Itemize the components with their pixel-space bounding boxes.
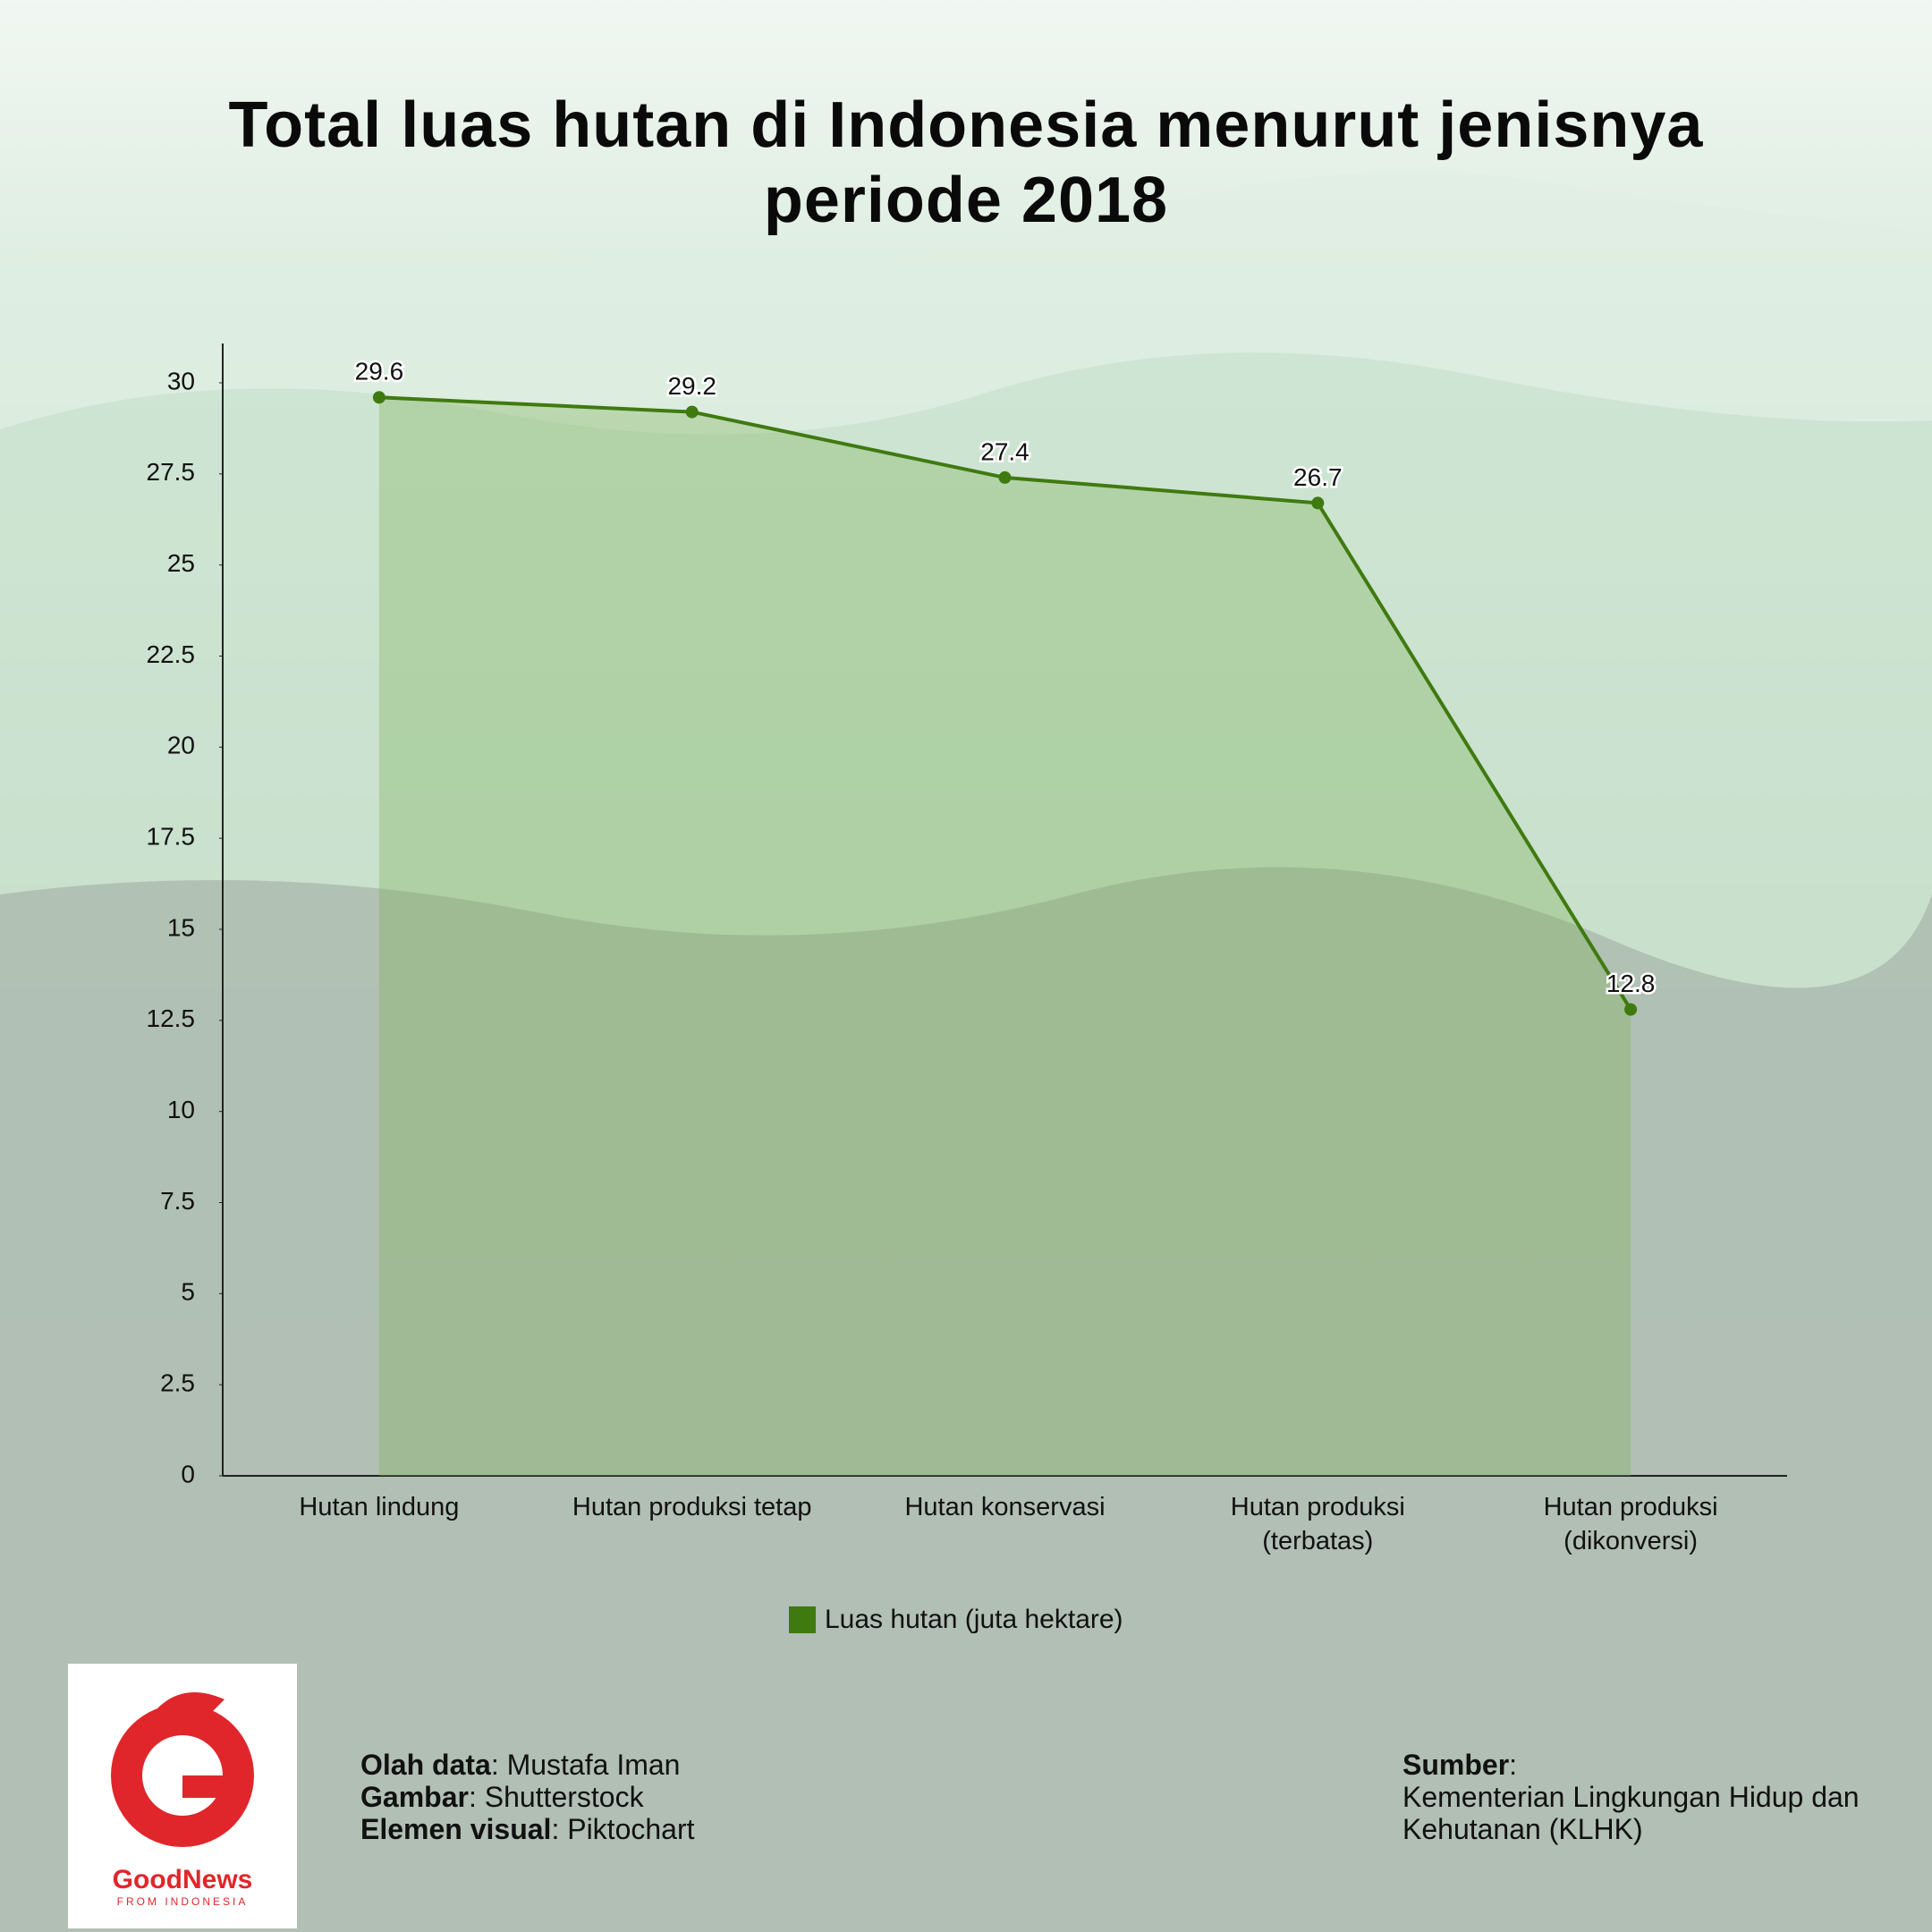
credit-label: Elemen visual [360,1813,552,1845]
data-label: 26.7 [1293,463,1343,491]
y-tick-label: 27.5 [147,458,196,486]
y-tick-label: 10 [167,1096,195,1123]
data-label: 29.6 [355,358,404,386]
source: Sumber: Kementerian Lingkungan Hidup dan… [1402,1749,1860,1845]
credit-label: Gambar [360,1781,469,1813]
y-tick-label: 30 [167,367,195,394]
point [998,470,1012,484]
area [378,397,1631,1476]
data-label: 29.2 [667,372,716,400]
credits: Olah data: Mustafa Iman Gambar: Shutterst… [360,1749,695,1845]
credit-label: Olah data [360,1749,491,1781]
point [1311,496,1325,510]
logo-name: GoodNews [112,1865,253,1894]
y-tick-label: 15 [167,913,195,941]
x-tick-label: Hutan konservasi [904,1493,1106,1521]
chart-title: Total luas hutan di Indonesia menurut je… [228,89,1704,236]
legend: Luas hutan (juta hektare) [789,1605,1123,1635]
logo: GoodNews FROM INDONESIA [68,1664,297,1928]
forest-bg [0,867,1932,1932]
x-tick-label: Hutan produksi (terbatas) [1230,1493,1405,1555]
plot: 0 2.5 5 7.5 10 12.5 15 17.5 20 22.5 25 27.5 30 29.6 29… [147,343,1787,1487]
point [372,391,386,404]
credit-line: Gambar: Shutterstock [360,1781,644,1813]
credit-value: Shutterstock [484,1781,644,1813]
credit-value: Piktochart [567,1813,695,1845]
source-label: Sumber [1402,1749,1510,1781]
y-tick-label: 17.5 [147,823,196,851]
data-label: 27.4 [980,437,1030,465]
credit-line: Olah data: Mustafa Iman [360,1749,681,1781]
x-tick-label: Hutan produksi tetap [572,1493,812,1521]
logo-emblem [111,1692,254,1847]
y-tick-label: 7.5 [160,1187,195,1215]
point [685,405,699,419]
y-tick-label: 25 [167,549,195,577]
y-tick-label: 0 [181,1460,195,1487]
source-text: Kementerian Lingkungan Hidup dan Kehutan… [1402,1781,1860,1845]
x-tick-label: Hutan lindung [299,1493,460,1521]
data-label: 12.8 [1606,970,1656,997]
legend-label: Luas hutan (juta hektare) [825,1605,1123,1634]
point [1624,1003,1638,1016]
y-tick-label: 12.5 [147,1004,196,1032]
legend-swatch [789,1606,816,1633]
logo-tagline: FROM INDONESIA [116,1895,249,1908]
credit-line: Elemen visual: Piktochart [360,1813,695,1845]
credit-value: Mustafa Iman [506,1749,681,1781]
y-tick-label: 5 [181,1278,195,1306]
y-tick-label: 2.5 [160,1369,195,1397]
y-tick-label: 20 [167,732,195,759]
y-tick-label: 22.5 [147,640,196,668]
x-tick-label: Hutan produksi (dikonversi) [1543,1493,1718,1555]
